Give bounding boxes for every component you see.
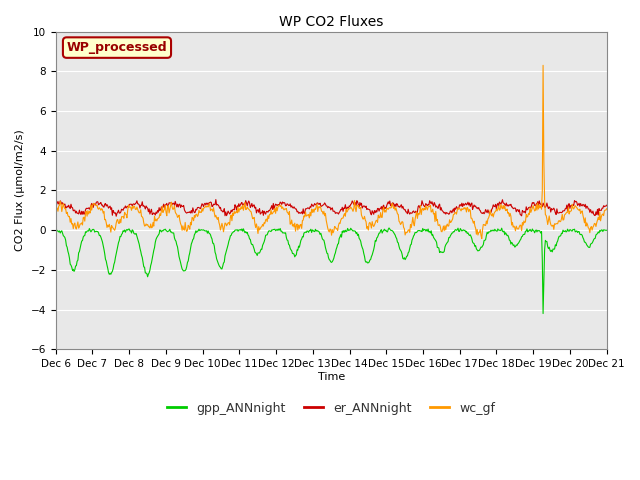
Title: WP CO2 Fluxes: WP CO2 Fluxes <box>279 15 383 29</box>
Y-axis label: CO2 Flux (μmol/m2/s): CO2 Flux (μmol/m2/s) <box>15 130 25 252</box>
X-axis label: Time: Time <box>317 372 345 382</box>
Legend: gpp_ANNnight, er_ANNnight, wc_gf: gpp_ANNnight, er_ANNnight, wc_gf <box>163 397 500 420</box>
Text: WP_processed: WP_processed <box>67 41 167 54</box>
